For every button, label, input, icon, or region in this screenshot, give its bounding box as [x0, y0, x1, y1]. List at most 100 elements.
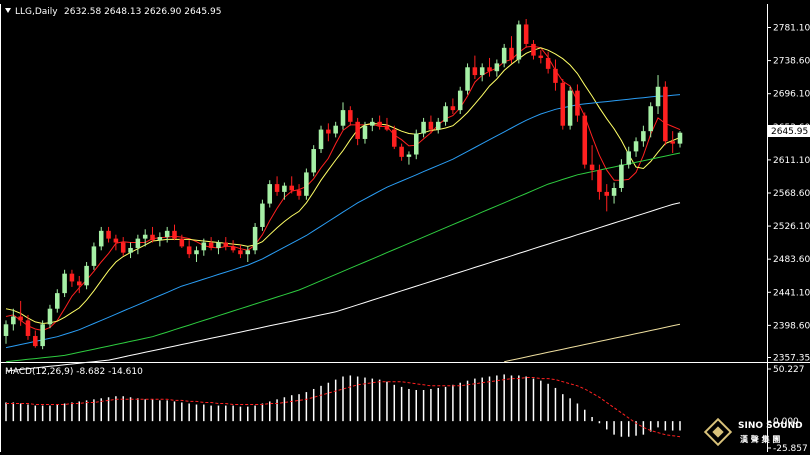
candle	[457, 86, 463, 115]
price-tick-label: 2357.35	[773, 354, 810, 364]
ma-line-ma250	[504, 323, 681, 363]
candle	[355, 117, 360, 146]
candle	[597, 164, 602, 200]
symbol-label: LLG,Daily	[15, 7, 58, 17]
candle	[223, 237, 229, 251]
candle	[208, 237, 214, 251]
candle	[392, 125, 397, 150]
candle	[47, 304, 53, 329]
current-price-label: 2645.95	[771, 127, 808, 137]
macd-tick-label: -25.857	[773, 444, 808, 454]
candle	[267, 180, 273, 208]
price-tick-label: 2611.10	[773, 156, 810, 166]
candle	[465, 63, 470, 95]
candle	[84, 261, 89, 290]
candle	[135, 234, 141, 255]
price-tick-label: 2526.10	[773, 222, 810, 232]
candle	[113, 234, 119, 251]
candle	[655, 75, 661, 115]
candle	[370, 117, 375, 132]
candle	[648, 102, 653, 138]
candle	[619, 159, 624, 192]
macd-tick-label: 0.000	[773, 417, 799, 427]
candle	[33, 330, 38, 348]
price-tick-label: 2483.60	[773, 255, 810, 265]
candle	[626, 146, 631, 169]
candle	[348, 106, 353, 126]
candle	[318, 125, 324, 153]
candle	[406, 151, 412, 165]
candle	[311, 145, 316, 177]
candle	[40, 320, 45, 350]
candle	[164, 226, 170, 243]
ma-line-ma60	[5, 152, 681, 363]
moving-averages	[5, 45, 681, 372]
candle	[98, 226, 104, 251]
candle	[362, 121, 368, 144]
candle	[501, 43, 507, 68]
candle	[428, 115, 434, 134]
candle	[567, 86, 573, 130]
macd-axis: 50.227 0.000 -25.857	[767, 365, 808, 454]
candle	[106, 226, 111, 243]
candle	[194, 246, 199, 262]
candle	[69, 269, 75, 287]
candle	[150, 226, 155, 243]
candle	[450, 98, 456, 115]
candle	[62, 269, 67, 298]
candle	[443, 102, 448, 126]
candle	[11, 308, 16, 331]
candle	[435, 117, 441, 134]
candle	[91, 242, 97, 270]
ma-line-ma5	[5, 45, 681, 332]
candle	[238, 244, 243, 259]
macd-signal-line	[6, 377, 681, 438]
candle	[201, 238, 207, 256]
candle	[216, 240, 221, 255]
candle	[274, 176, 280, 196]
price-tick-label: 2398.60	[773, 321, 810, 331]
logo-text-cn: 漢 聲 集 團	[740, 434, 780, 444]
candle	[531, 40, 536, 60]
candle	[377, 115, 382, 130]
candle	[76, 276, 82, 294]
current-price-tag: 2645.95	[768, 125, 810, 137]
price-tick-label: 2568.60	[773, 189, 810, 199]
candle	[553, 59, 558, 91]
candle	[523, 19, 529, 48]
candle	[3, 320, 9, 344]
triangle-down-icon[interactable]	[5, 8, 11, 13]
candle	[538, 50, 544, 64]
logo-text-en: SINO SOUND	[738, 421, 803, 431]
candle	[677, 131, 683, 148]
candle	[413, 129, 419, 160]
candle	[252, 223, 258, 255]
candle	[179, 234, 185, 248]
candle	[333, 121, 338, 138]
macd-tick-label: 50.227	[773, 365, 805, 375]
candle	[589, 145, 595, 181]
candle	[282, 182, 287, 200]
candle	[399, 143, 404, 161]
macd-histogram	[5, 374, 681, 438]
candlesticks	[3, 19, 683, 350]
candle	[384, 117, 390, 132]
candle	[421, 117, 426, 138]
candle	[560, 78, 566, 130]
candle	[575, 84, 580, 122]
ma-line-ma120	[5, 202, 681, 372]
candle	[304, 168, 309, 200]
candle	[340, 102, 346, 130]
candle	[633, 137, 639, 157]
candle	[55, 289, 60, 313]
candle	[230, 240, 236, 253]
candle	[186, 240, 192, 259]
candle	[142, 229, 148, 247]
candle	[494, 59, 500, 77]
candle	[128, 242, 133, 259]
candle	[18, 300, 23, 326]
ma-line-ma30	[5, 94, 681, 349]
candle	[326, 123, 331, 142]
candle	[582, 112, 588, 169]
